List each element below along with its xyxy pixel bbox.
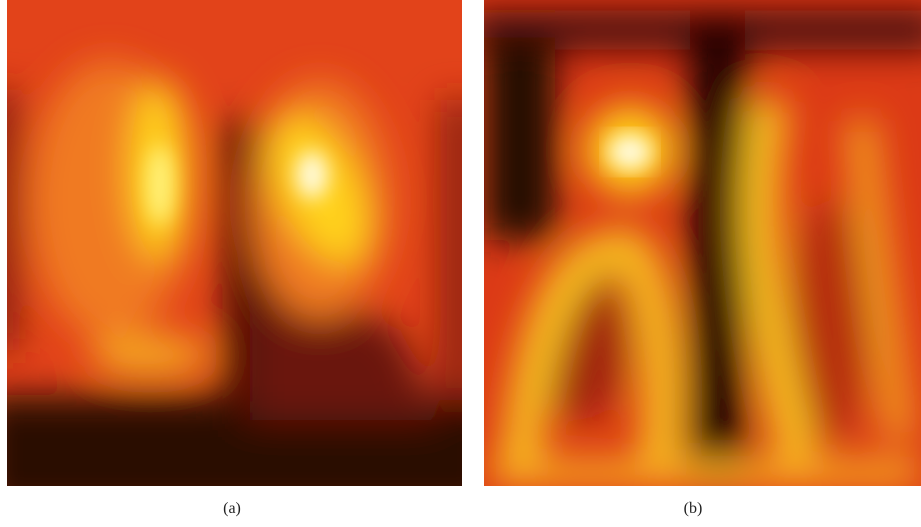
panel-b-image [470, 0, 921, 490]
heatmaps [0, 0, 921, 490]
panel-label: (a) [202, 500, 262, 518]
figure: (a) (b) [0, 0, 921, 527]
panel-label: (b) [663, 500, 723, 518]
panel-a-image [0, 0, 500, 490]
